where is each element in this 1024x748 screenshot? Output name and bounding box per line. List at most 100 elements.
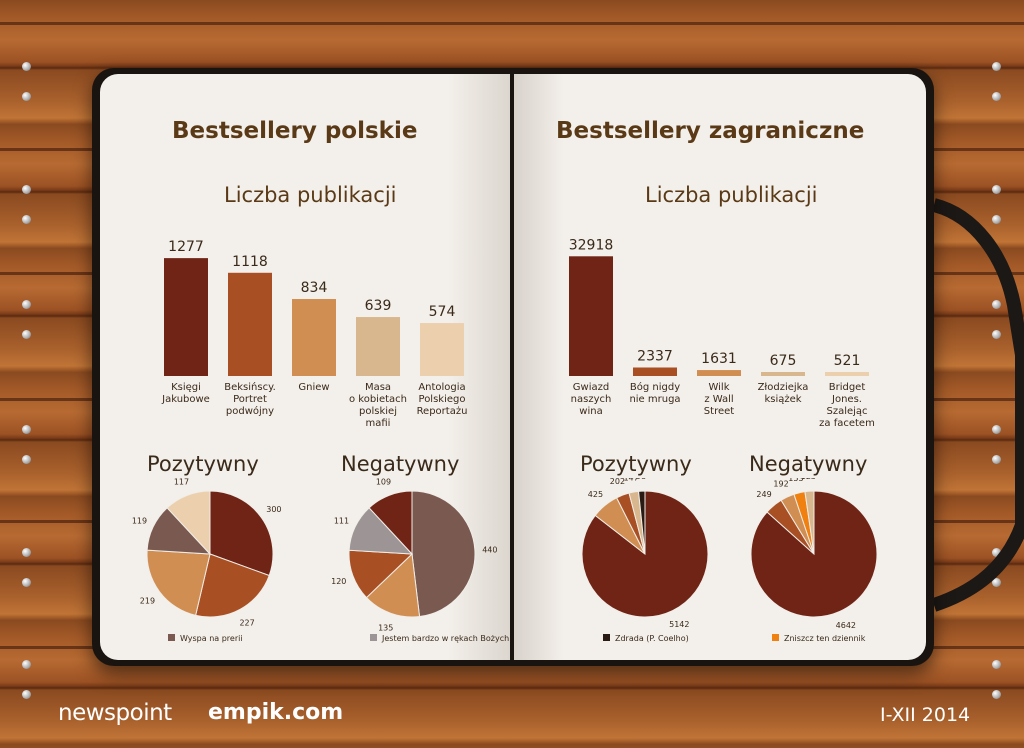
screw	[992, 185, 1001, 194]
bar-chart-polish: 1277KsięgiJakubowe1118Beksińscy.Portretp…	[161, 239, 468, 429]
screw	[992, 62, 1001, 71]
bar	[292, 299, 336, 376]
pie-title-polish-negative: Negatywny	[341, 452, 460, 476]
pie-value-label: 5142	[669, 620, 689, 629]
category-label: książek	[764, 394, 801, 405]
category-label: Masa	[365, 382, 391, 393]
pie-value-label: 249	[756, 490, 771, 499]
pie-slice	[166, 490, 211, 556]
subtitle-foreign: Liczba publikacji	[645, 183, 818, 207]
bar	[761, 372, 805, 376]
bar	[164, 258, 208, 376]
screw	[22, 92, 31, 101]
bar	[633, 367, 677, 376]
legend-swatch	[772, 634, 779, 641]
pie-value-label: 135	[378, 623, 393, 632]
pie-slice	[368, 490, 413, 556]
category-label: Street	[704, 406, 734, 417]
bar	[697, 370, 741, 376]
legend-label: Zniszcz ten dziennik	[784, 634, 866, 643]
bar-value-label: 32918	[569, 238, 614, 253]
category-label: z Wall	[704, 394, 733, 405]
bar-value-label: 521	[834, 353, 861, 369]
newspoint-logo: newspoint	[58, 700, 172, 726]
title-foreign: Bestsellery zagraniczne	[556, 118, 865, 144]
bar-value-label: 574	[429, 304, 456, 320]
category-label: Wilk	[708, 382, 729, 393]
pie-slice	[411, 490, 476, 618]
legend-label: Wyspa na prerii	[180, 634, 243, 643]
category-label: Antologia	[418, 382, 465, 393]
legend-label: Jestem bardzo w rękach Bożych	[381, 634, 509, 643]
screw	[22, 690, 31, 699]
category-label: Gwiazd	[573, 382, 609, 393]
subtitle-polish: Liczba publikacji	[224, 183, 397, 207]
category-label: nie mruga	[629, 394, 680, 405]
pie-slice	[195, 553, 270, 618]
pie-value-label: 4642	[836, 621, 856, 630]
category-label: naszych	[571, 394, 612, 405]
screw	[992, 425, 1001, 434]
pie-chart-foreign-negative: 4642 249192153123 Zniszcz ten dziennik	[750, 478, 878, 643]
pie-value-label: 425	[588, 490, 603, 499]
screw	[992, 548, 1001, 557]
pie-value-label: 153	[788, 478, 803, 483]
category-label: Księgi	[171, 382, 201, 393]
screw	[992, 330, 1001, 339]
pie-value-label: 192	[773, 479, 788, 488]
screw	[992, 92, 1001, 101]
category-label: Polskiego	[419, 394, 466, 405]
bar-value-label: 834	[301, 280, 328, 296]
category-label: polskiej	[359, 406, 397, 417]
empik-logo: empik.com	[208, 700, 344, 725]
pie-slice	[638, 490, 646, 555]
pie-title-polish-positive: Pozytywny	[147, 452, 259, 476]
screw	[22, 330, 31, 339]
legend-swatch	[168, 634, 175, 641]
category-label: Gniew	[298, 382, 329, 393]
title-polish: Bestsellery polskie	[172, 118, 418, 144]
pie-value-label: 98	[636, 478, 646, 481]
bar	[356, 317, 400, 376]
screw	[22, 455, 31, 464]
bar-value-label: 1118	[232, 254, 268, 270]
pie-chart-polish-positive: 300 227 219 119 117 Wyspa na prerii	[132, 478, 282, 643]
pie-value-label: 440	[482, 545, 497, 554]
pie-title-foreign-negative: Negatywny	[749, 452, 868, 476]
pie-value-label: 119	[132, 517, 147, 526]
pie-slice	[209, 490, 274, 577]
category-label: podwójny	[226, 405, 274, 417]
legend-label: Zdrada (P. Coelho)	[615, 634, 689, 643]
category-label: o kobietach	[349, 394, 407, 405]
category-label: Bridget	[829, 382, 866, 393]
category-label: wina	[579, 406, 602, 417]
pie-value-label: 202	[610, 478, 625, 486]
pie-value-label: 300	[266, 505, 281, 514]
pie-slice	[146, 549, 211, 616]
bar-value-label: 2337	[637, 349, 673, 365]
category-label: Jakubowe	[161, 394, 210, 405]
category-label: za facetem	[819, 418, 875, 429]
bar	[825, 372, 869, 376]
bar-value-label: 1631	[701, 351, 737, 367]
bar	[420, 323, 464, 376]
screw	[992, 455, 1001, 464]
bar-value-label: 1277	[168, 239, 204, 255]
pie-value-label: 111	[334, 517, 349, 526]
category-label: Reportażu	[417, 406, 468, 417]
category-label: Bóg nigdy	[630, 381, 680, 393]
bar	[228, 272, 272, 376]
screw	[22, 185, 31, 194]
category-label: Jones.	[831, 394, 862, 405]
pie-slice	[804, 490, 815, 555]
screw	[22, 548, 31, 557]
screw	[22, 300, 31, 309]
pie-value-label: 219	[140, 597, 155, 606]
category-label: Beksińscy.	[224, 381, 276, 393]
screw	[992, 578, 1001, 587]
period-label: I-XII 2014	[880, 704, 971, 726]
category-label: mafii	[366, 418, 391, 429]
screw	[22, 660, 31, 669]
bar-value-label: 639	[365, 298, 392, 314]
